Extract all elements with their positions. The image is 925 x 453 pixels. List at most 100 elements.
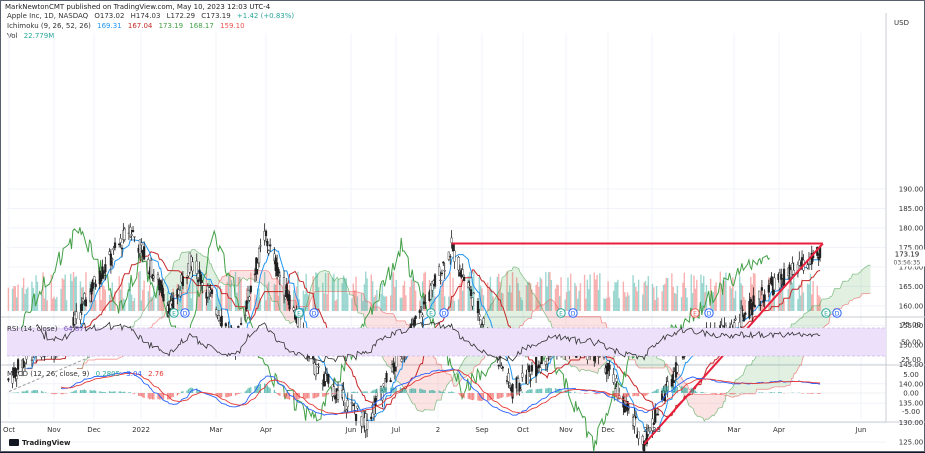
macd-histogram-bar — [123, 392, 124, 393]
volume-bar — [520, 297, 521, 311]
volume-bar — [577, 299, 578, 311]
candle-body — [278, 269, 280, 273]
macd-histogram-bar — [723, 393, 724, 394]
volume-bar — [635, 287, 636, 311]
macd-histogram-bar — [411, 388, 412, 393]
candle-body — [120, 238, 122, 242]
macd-histogram-bar — [235, 393, 236, 396]
volume-bar — [24, 294, 25, 311]
macd-histogram-bar — [415, 389, 416, 393]
candle-body — [250, 286, 252, 292]
candle-body — [657, 414, 659, 415]
candle-body — [268, 251, 270, 254]
candle-body — [628, 407, 630, 408]
volume-bar — [696, 280, 697, 311]
candle-body — [440, 280, 442, 281]
candle-body — [333, 387, 335, 396]
time-axis-label: Oct — [517, 426, 529, 434]
candle-body — [502, 367, 504, 368]
earnings-marker: E — [427, 309, 435, 318]
macd-legend: MACD (12, 26, close, 9) 0.2805 3.04 2.76 — [7, 370, 168, 378]
macd-histogram-bar — [42, 392, 43, 393]
volume-bar — [341, 283, 342, 311]
volume-bar — [438, 295, 439, 311]
volume-bar — [627, 293, 628, 311]
volume-bar — [527, 282, 528, 311]
volume-bar — [326, 294, 327, 311]
candle-body — [438, 267, 440, 275]
price-tick-label: 140.00 — [899, 380, 924, 388]
candle-body — [244, 315, 246, 316]
time-axis-label: 2022 — [132, 426, 150, 434]
cloud-segment — [523, 276, 524, 325]
tradingview-logo[interactable]: TradingView — [9, 439, 71, 447]
candle-body — [140, 243, 142, 245]
volume-bar — [594, 273, 595, 311]
volume-bar — [546, 287, 547, 311]
macd-histogram-bar — [778, 392, 779, 393]
macd-histogram-bar — [663, 387, 664, 393]
cloud-segment — [848, 279, 849, 304]
macd-value: 0.2805 — [96, 370, 121, 378]
macd-histogram-bar — [128, 392, 129, 393]
volume-bar — [404, 281, 405, 311]
candle-body — [351, 402, 353, 403]
volume-bar — [731, 288, 732, 311]
macd-histogram-bar — [569, 392, 570, 393]
macd-histogram-bar — [595, 393, 596, 394]
macd-histogram-bar — [109, 391, 110, 393]
macd-histogram-bar — [173, 393, 174, 397]
cloud-segment — [850, 278, 851, 300]
volume-bar — [400, 298, 401, 311]
rsi-tick-label: 75.00 — [901, 321, 921, 329]
macd-histogram-bar — [686, 388, 687, 393]
macd-histogram-bar — [646, 393, 647, 395]
macd-histogram-bar — [403, 389, 404, 393]
candle-body — [753, 296, 755, 307]
volume-bar — [414, 282, 415, 311]
candle-body — [448, 252, 450, 259]
cloud-segment — [433, 354, 434, 410]
macd-histogram-bar — [177, 393, 178, 396]
candle-body — [546, 358, 548, 364]
macd-histogram-bar — [626, 393, 627, 397]
cloud-segment — [436, 358, 437, 404]
macd-histogram-bar — [95, 391, 96, 393]
macd-histogram-bar — [304, 393, 305, 399]
volume-bar — [64, 275, 65, 311]
price-tick-label: 135.00 — [899, 400, 924, 408]
macd-histogram-bar — [444, 392, 445, 393]
volume-bar — [566, 292, 567, 311]
volume-bar — [134, 298, 135, 311]
macd-histogram-bar — [383, 387, 384, 393]
candle-body — [613, 374, 615, 382]
candle-body — [316, 365, 318, 374]
macd-histogram-bar — [801, 393, 802, 394]
macd-histogram-bar — [695, 391, 696, 393]
macd-histogram-bar — [351, 392, 352, 393]
marker-letter: E — [559, 311, 563, 318]
volume-bar — [783, 301, 784, 311]
macd-histogram-bar — [541, 389, 542, 393]
candle-body — [768, 285, 770, 292]
macd-histogram-bar — [99, 391, 100, 393]
volume-bar — [721, 295, 722, 311]
cloud-segment — [249, 271, 250, 279]
volume-bar — [637, 291, 638, 311]
macd-histogram-bar — [355, 392, 356, 393]
volume-bar — [625, 297, 626, 311]
macd-histogram-bar — [83, 390, 84, 393]
macd-histogram-bar — [246, 390, 247, 393]
volume-bar — [655, 300, 656, 311]
macd-histogram-bar — [429, 391, 430, 393]
dividend-marker: D — [440, 309, 448, 318]
macd-histogram-bar — [616, 393, 617, 396]
macd-histogram-bar — [139, 393, 140, 396]
macd-histogram-bar — [596, 393, 597, 394]
cloud-segment — [552, 300, 553, 329]
macd-histogram-bar — [731, 393, 732, 394]
macd-tick-label: -5.00 — [902, 408, 920, 416]
macd-histogram-bar — [66, 393, 67, 394]
macd-histogram-bar — [779, 392, 780, 393]
